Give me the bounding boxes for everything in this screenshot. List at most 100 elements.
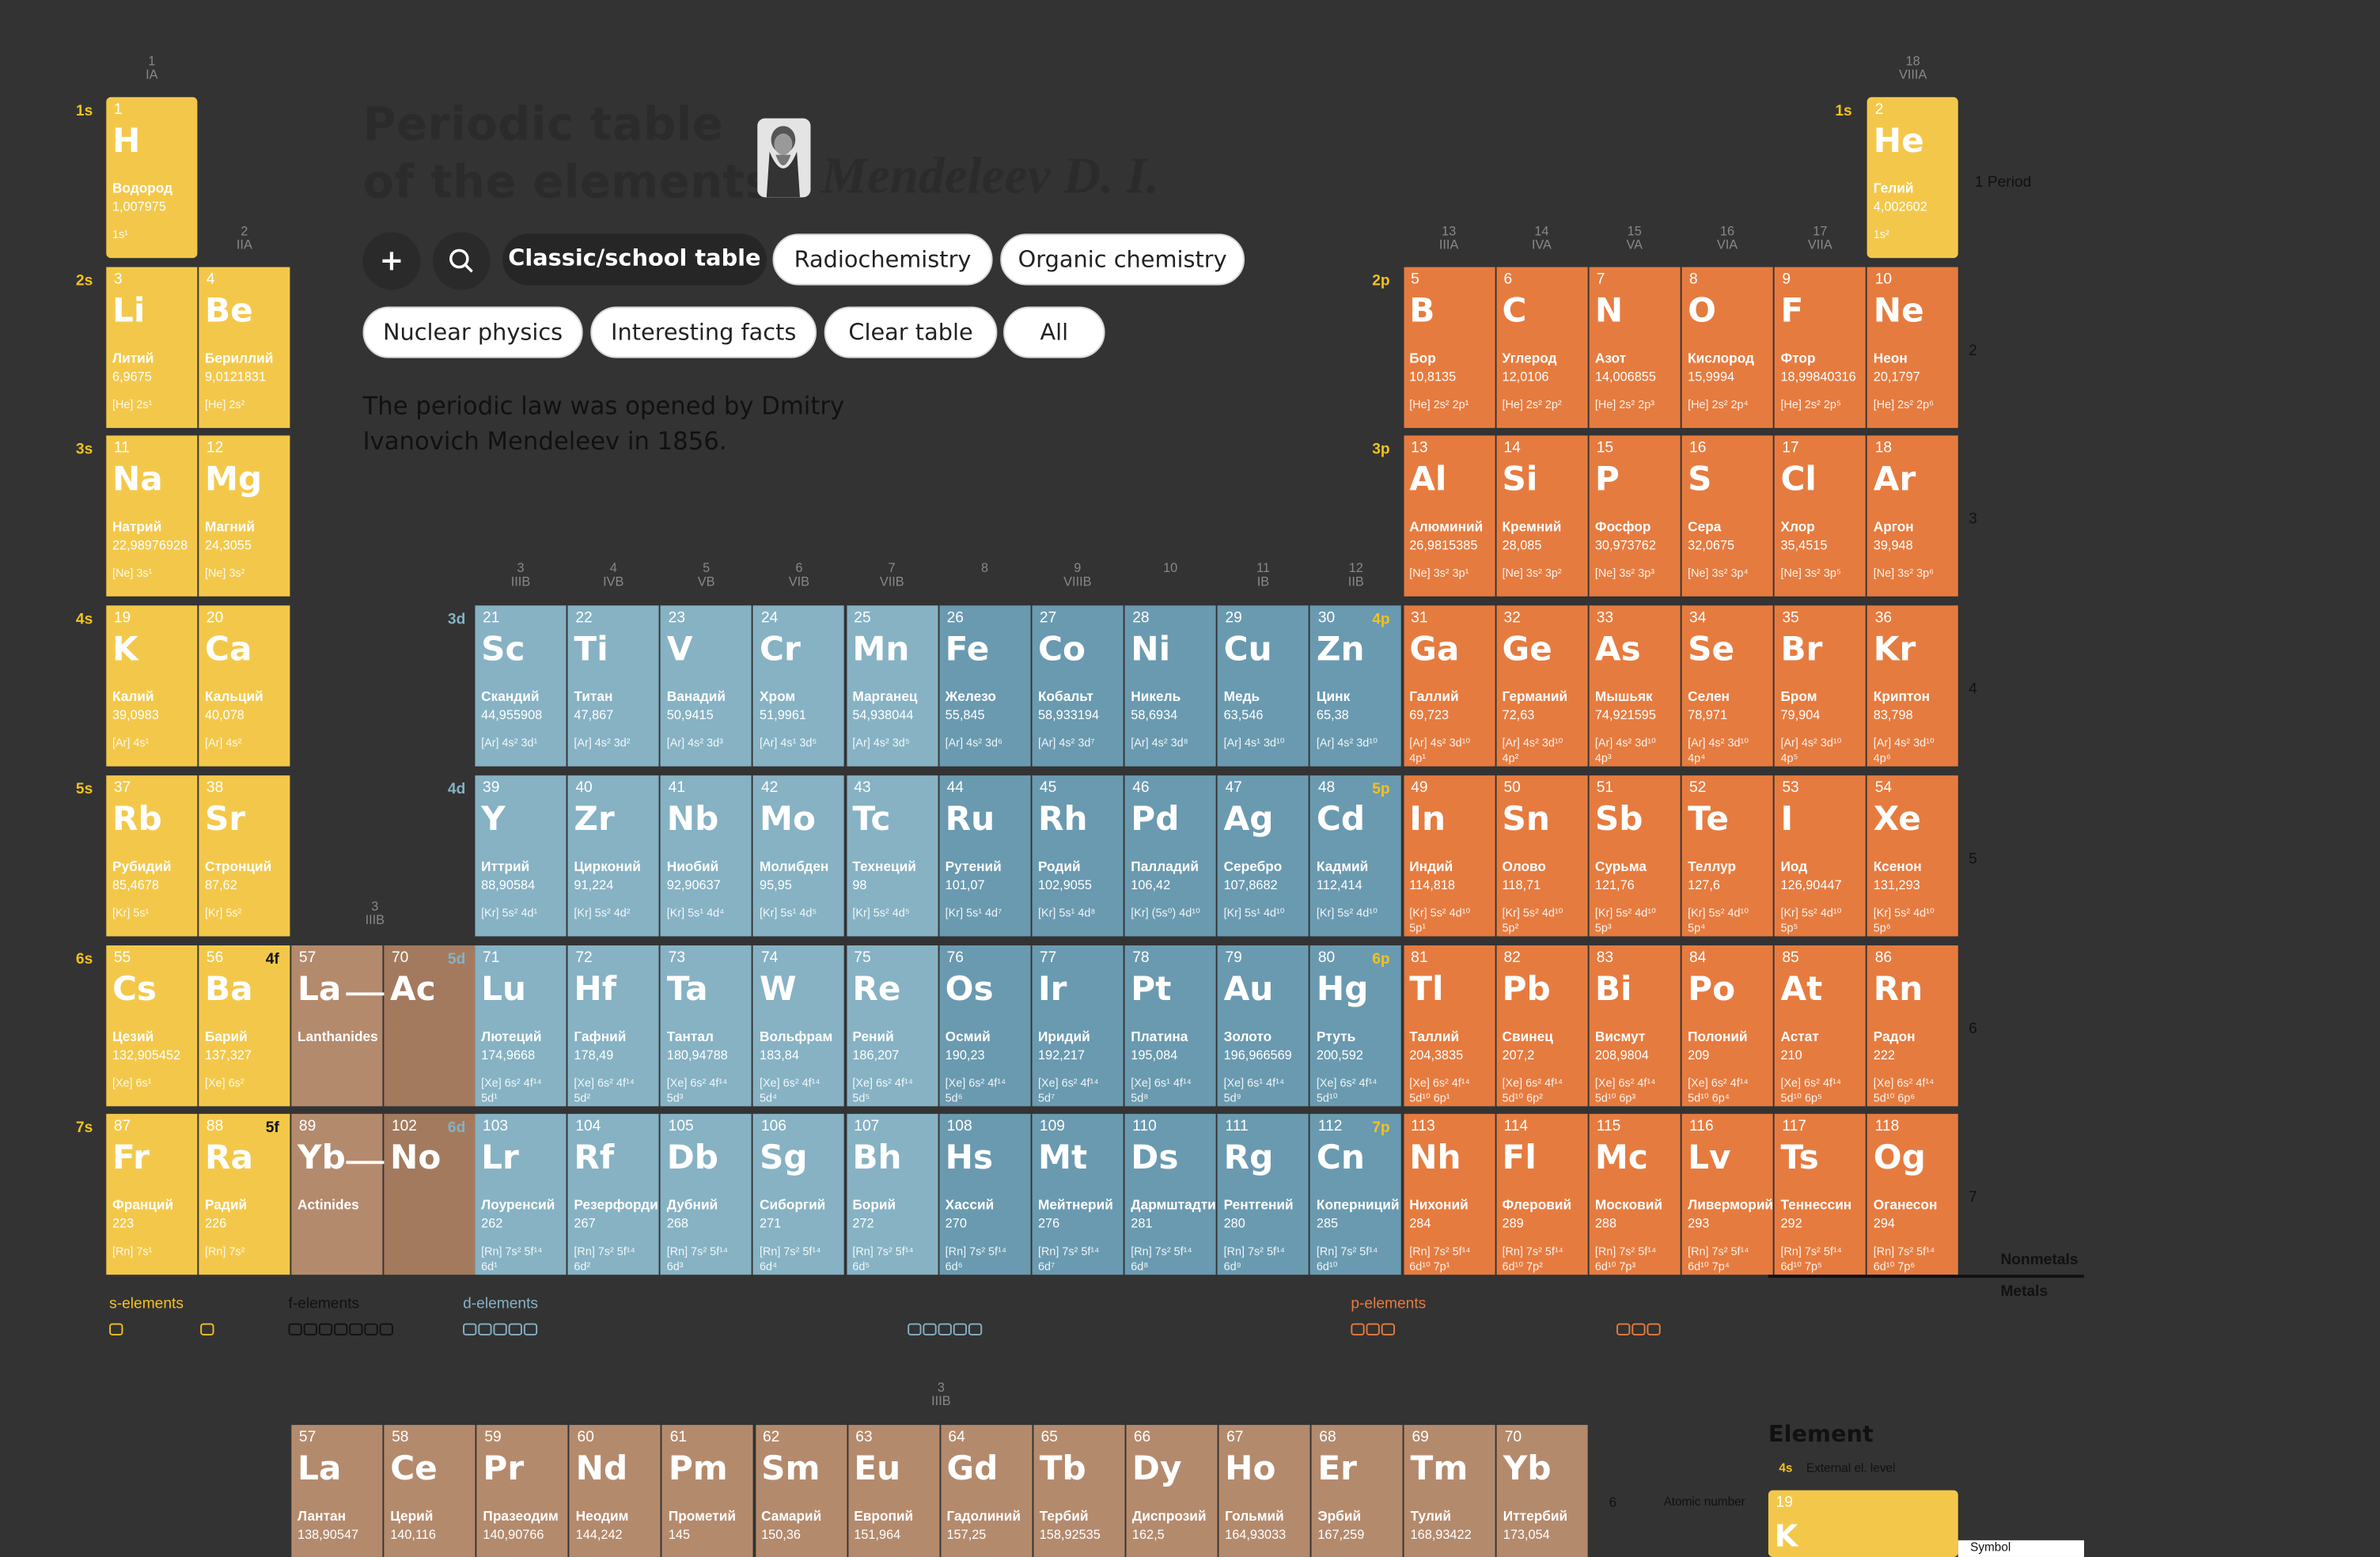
series-ac-last[interactable]: 102 No [384, 1114, 476, 1275]
element-f[interactable]: 9 F Фтор 18,99840316 [He] 2s² 2p⁵ [1774, 266, 1866, 428]
element-zr[interactable]: 40 Zr Цирконий 91,224 [Kr] 5s² 4d² [567, 775, 659, 937]
element-p[interactable]: 15 P Фосфор 30,973762 [Ne] 3s² 3p³ [1589, 436, 1681, 597]
series-ac-first[interactable]: 89 Yb Actinides [291, 1114, 383, 1275]
element-ds[interactable]: 110 Ds Дармштадтий 281 [Rn] 7s² 5f¹⁴ 6d⁸ [1124, 1114, 1216, 1275]
element-hs[interactable]: 108 Hs Хассий 270 [Rn] 7s² 5f¹⁴ 6d⁶ [939, 1114, 1031, 1275]
element-rn[interactable]: 86 Rn Радон 222 [Xe] 6s² 4f¹⁴ 5d¹⁰ 6p⁶ [1867, 945, 1959, 1106]
element-zn[interactable]: 30 Zn Цинк 65,38 [Ar] 4s² 3d¹⁰ [1310, 605, 1402, 767]
add-button[interactable] [362, 232, 421, 290]
element-cl[interactable]: 17 Cl Хлор 35,4515 [Ne] 3s² 3p⁵ [1774, 436, 1866, 597]
lanthanide-tm[interactable]: 69 Tm Тулий 168,93422 [Xe] 6s² 4f¹³ [1404, 1425, 1495, 1557]
search-button[interactable] [432, 232, 491, 290]
element-rh[interactable]: 45 Rh Родий 102,9055 [Kr] 5s¹ 4d⁸ [1032, 775, 1124, 937]
element-b[interactable]: 5 B Бор 10,8135 [He] 2s² 2p¹ [1403, 266, 1495, 428]
element-mn[interactable]: 25 Mn Марганец 54,938044 [Ar] 4s² 3d⁵ [846, 605, 938, 767]
element-na[interactable]: 11 Na Натрий 22,98976928 [Ne] 3s¹ [106, 436, 198, 597]
organic-chemistry-button[interactable]: Organic chemistry [1000, 233, 1245, 286]
element-tl[interactable]: 81 Tl Таллий 204,3835 [Xe] 6s² 4f¹⁴ 5d¹⁰ 6p¹ [1403, 945, 1495, 1106]
element-lu[interactable]: 71 Lu Лютеций 174,9668 [Xe] 6s² 4f¹⁴ 5d¹ [475, 945, 567, 1106]
element-db[interactable]: 105 Db Дубний 268 [Rn] 7s² 5f¹⁴ 6d³ [661, 1114, 752, 1275]
element-ag[interactable]: 47 Ag Серебро 107,8682 [Kr] 5s¹ 4d¹⁰ [1217, 775, 1309, 937]
element-lr[interactable]: 103 Lr Лоуренсий 262 [Rn] 7s² 5f¹⁴ 6d¹ [475, 1114, 567, 1275]
element-se[interactable]: 34 Se Селен 78,971 [Ar] 4s² 3d¹⁰ 4p⁴ [1681, 605, 1773, 767]
element-tc[interactable]: 43 Tc Технеций 98 [Kr] 5s² 4d⁵ [846, 775, 938, 937]
element-po[interactable]: 84 Po Полоний 209 [Xe] 6s² 4f¹⁴ 5d¹⁰ 6p⁴ [1681, 945, 1773, 1106]
element-nh[interactable]: 113 Nh Нихоний 284 [Rn] 7s² 5f¹⁴ 6d¹⁰ 7p¹ [1403, 1114, 1495, 1275]
lanthanide-yb[interactable]: 70 Yb Иттербий 173,054 [Xe] 6s² 4f¹⁴ [1497, 1425, 1589, 1557]
element-hg[interactable]: 80 Hg Ртуть 200,592 [Xe] 6s² 4f¹⁴ 5d¹⁰ [1310, 945, 1402, 1106]
element-ra[interactable]: 88 Ra Радий 226 [Rn] 7s² [199, 1114, 290, 1275]
element-i[interactable]: 53 I Иод 126,90447 [Kr] 5s² 4d¹⁰ 5p⁵ [1774, 775, 1866, 937]
element-li[interactable]: 3 Li Литий 6,9675 [He] 2s¹ [106, 266, 198, 428]
element-ba[interactable]: 56 Ba Барий 137,327 [Xe] 6s² [199, 945, 290, 1106]
element-sg[interactable]: 106 Sg Сиборгий 271 [Rn] 7s² 5f¹⁴ 6d⁴ [753, 1114, 845, 1275]
series-la-last[interactable]: 70 Ac [384, 945, 476, 1106]
element-re[interactable]: 75 Re Рений 186,207 [Xe] 6s² 4f¹⁴ 5d⁵ [846, 945, 938, 1106]
element-te[interactable]: 52 Te Теллур 127,6 [Kr] 5s² 4d¹⁰ 5p⁴ [1681, 775, 1773, 937]
element-ge[interactable]: 32 Ge Германий 72,63 [Ar] 4s² 3d¹⁰ 4p² [1495, 605, 1587, 767]
lanthanide-tb[interactable]: 65 Tb Тербий 158,92535 [Xe] 6s² 4f⁹ [1033, 1425, 1125, 1557]
element-si[interactable]: 14 Si Кремний 28,085 [Ne] 3s² 3p² [1495, 436, 1587, 597]
element-os[interactable]: 76 Os Осмий 190,23 [Xe] 6s² 4f¹⁴ 5d⁶ [939, 945, 1031, 1106]
element-ca[interactable]: 20 Ca Кальций 40,078 [Ar] 4s² [199, 605, 290, 767]
lanthanide-eu[interactable]: 63 Eu Европий 151,964 [Xe] 6s² 4f⁷ [847, 1425, 939, 1557]
element-cr[interactable]: 24 Cr Хром 51,9961 [Ar] 4s¹ 3d⁵ [753, 605, 845, 767]
element-rf[interactable]: 104 Rf Резерфордий 267 [Rn] 7s² 5f¹⁴ 6d² [567, 1114, 659, 1275]
lanthanide-pm[interactable]: 61 Pm Прометий 145 [Xe] 6s² 4f⁵ [662, 1425, 754, 1557]
lanthanide-nd[interactable]: 60 Nd Неодим 144,242 [Xe] 6s² 4f⁴ [569, 1425, 661, 1557]
element-fe[interactable]: 26 Fe Железо 55,845 [Ar] 4s² 3d⁶ [939, 605, 1031, 767]
element-s[interactable]: 16 S Сера 32,0675 [Ne] 3s² 3p⁴ [1681, 436, 1773, 597]
all-button[interactable]: All [1003, 306, 1105, 358]
element-rg[interactable]: 111 Rg Рентгений 280 [Rn] 7s² 5f¹⁴ 6d⁹ [1217, 1114, 1309, 1275]
element-o[interactable]: 8 O Кислород 15,9994 [He] 2s² 2p⁴ [1681, 266, 1773, 428]
element-br[interactable]: 35 Br Бром 79,904 [Ar] 4s² 3d¹⁰ 4p⁵ [1774, 605, 1866, 767]
element-he[interactable]: 2 He Гелий 4,002602 1s² [1867, 97, 1959, 259]
classic-table-button[interactable]: Classic/school table [502, 233, 767, 286]
element-bh[interactable]: 107 Bh Борий 272 [Rn] 7s² 5f¹⁴ 6d⁵ [846, 1114, 938, 1275]
element-pt[interactable]: 78 Pt Платина 195,084 [Xe] 6s¹ 4f¹⁴ 5d⁸ [1124, 945, 1216, 1106]
element-w[interactable]: 74 W Вольфрам 183,84 [Xe] 6s² 4f¹⁴ 5d⁴ [753, 945, 845, 1106]
element-og[interactable]: 118 Og Оганесон 294 [Rn] 7s² 5f¹⁴ 6d¹⁰ 7p⁶ [1867, 1114, 1959, 1275]
element-au[interactable]: 79 Au Золото 196,966569 [Xe] 6s¹ 4f¹⁴ 5d⁹ [1217, 945, 1309, 1106]
lanthanide-gd[interactable]: 64 Gd Гадолиний 157,25 [Xe] 6s² 4f⁸ [940, 1425, 1032, 1557]
element-sn[interactable]: 50 Sn Олово 118,71 [Kr] 5s² 4d¹⁰ 5p² [1495, 775, 1587, 937]
element-mc[interactable]: 115 Mc Московий 288 [Rn] 7s² 5f¹⁴ 6d¹⁰ 7p³ [1589, 1114, 1681, 1275]
lanthanide-sm[interactable]: 62 Sm Самарий 150,36 [Xe] 6s² 4f⁶ [755, 1425, 847, 1557]
element-cn[interactable]: 112 Cn Коперниций 285 [Rn] 7s² 5f¹⁴ 6d¹⁰ [1310, 1114, 1402, 1275]
interesting-facts-button[interactable]: Interesting facts [590, 306, 817, 358]
element-co[interactable]: 27 Co Кобальт 58,933194 [Ar] 4s² 3d⁷ [1032, 605, 1124, 767]
element-sc[interactable]: 21 Sc Скандий 44,955908 [Ar] 4s² 3d¹ [475, 605, 567, 767]
element-at[interactable]: 85 At Астат 210 [Xe] 6s² 4f¹⁴ 5d¹⁰ 6p⁵ [1774, 945, 1866, 1106]
element-mt[interactable]: 109 Mt Мейтнерий 276 [Rn] 7s² 5f¹⁴ 6d⁷ [1032, 1114, 1124, 1275]
element-ne[interactable]: 10 Ne Неон 20,1797 [He] 2s² 2p⁶ [1867, 266, 1959, 428]
element-nb[interactable]: 41 Nb Ниобий 92,90637 [Kr] 5s¹ 4d⁴ [661, 775, 752, 937]
element-cu[interactable]: 29 Cu Медь 63,546 [Ar] 4s¹ 3d¹⁰ [1217, 605, 1309, 767]
element-pb[interactable]: 82 Pb Свинец 207,2 [Xe] 6s² 4f¹⁴ 5d¹⁰ 6p² [1495, 945, 1587, 1106]
element-lv[interactable]: 116 Lv Ливерморий 293 [Rn] 7s² 5f¹⁴ 6d¹⁰ 7p⁴ [1681, 1114, 1773, 1275]
element-v[interactable]: 23 V Ванадий 50,9415 [Ar] 4s² 3d³ [661, 605, 752, 767]
lanthanide-ce[interactable]: 58 Ce Церий 140,116 [Xe] 6s² 4f² [384, 1425, 476, 1557]
radiochemistry-button[interactable]: Radiochemistry [772, 233, 993, 286]
element-as[interactable]: 33 As Мышьяк 74,921595 [Ar] 4s² 3d¹⁰ 4p³ [1589, 605, 1681, 767]
element-xe[interactable]: 54 Xe Ксенон 131,293 [Kr] 5s² 4d¹⁰ 5p⁶ [1867, 775, 1959, 937]
element-fl[interactable]: 114 Fl Флеровий 289 [Rn] 7s² 5f¹⁴ 6d¹⁰ 7p² [1495, 1114, 1587, 1275]
element-bi[interactable]: 83 Bi Висмут 208,9804 [Xe] 6s² 4f¹⁴ 5d¹⁰ 6p³ [1589, 945, 1681, 1106]
element-y[interactable]: 39 Y Иттрий 88,90584 [Kr] 5s² 4d¹ [475, 775, 567, 937]
element-c[interactable]: 6 C Углерод 12,0106 [He] 2s² 2p² [1495, 266, 1587, 428]
element-ir[interactable]: 77 Ir Иридий 192,217 [Xe] 6s² 4f¹⁴ 5d⁷ [1032, 945, 1124, 1106]
element-be[interactable]: 4 Be Бериллий 9,0121831 [He] 2s² [199, 266, 290, 428]
lanthanide-pr[interactable]: 59 Pr Празеодим 140,90766 [Xe] 6s² 4f³ [476, 1425, 568, 1557]
clear-table-button[interactable]: Clear table [824, 306, 998, 358]
element-h[interactable]: 1 H Водород 1,007975 1s¹ [106, 97, 198, 259]
element-in[interactable]: 49 In Индий 114,818 [Kr] 5s² 4d¹⁰ 5p¹ [1403, 775, 1495, 937]
lanthanide-ho[interactable]: 67 Ho Гольмий 164,93033 [Xe] 6s² 4f¹¹ [1218, 1425, 1310, 1557]
element-pd[interactable]: 46 Pd Палладий 106,42 [Kr] (5s⁰) 4d¹⁰ [1124, 775, 1216, 937]
lanthanide-er[interactable]: 68 Er Эрбий 167,259 [Xe] 6s² 4f¹² [1311, 1425, 1403, 1557]
element-mo[interactable]: 42 Mo Молибден 95,95 [Kr] 5s¹ 4d⁵ [753, 775, 845, 937]
element-ti[interactable]: 22 Ti Титан 47,867 [Ar] 4s² 3d² [567, 605, 659, 767]
element-sb[interactable]: 51 Sb Сурьма 121,76 [Kr] 5s² 4d¹⁰ 5p³ [1589, 775, 1681, 937]
element-ar[interactable]: 18 Ar Аргон 39,948 [Ne] 3s² 3p⁶ [1867, 436, 1959, 597]
element-mg[interactable]: 12 Mg Магний 24,3055 [Ne] 3s² [199, 436, 290, 597]
element-ru[interactable]: 44 Ru Рутений 101,07 [Kr] 5s¹ 4d⁷ [939, 775, 1031, 937]
element-al[interactable]: 13 Al Алюминий 26,9815385 [Ne] 3s² 3p¹ [1403, 436, 1495, 597]
